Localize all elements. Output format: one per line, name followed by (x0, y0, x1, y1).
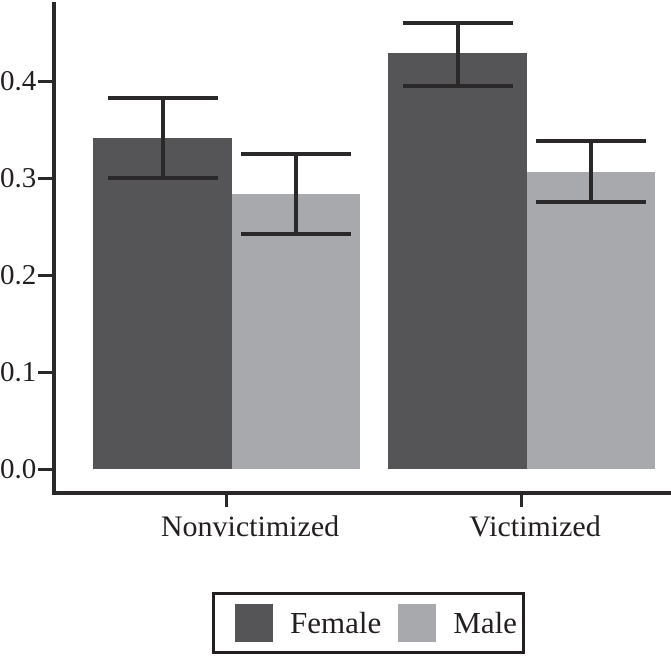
error-bar-line-male-nonvictimized (294, 153, 298, 235)
x-category-label-nonvictimized: Nonvictimized (160, 510, 340, 543)
y-tick-label: 0.3 (0, 162, 37, 194)
error-bar-line-male-victimized (589, 141, 593, 203)
error-bar-cap-bottom-male-nonvictimized (241, 232, 351, 237)
y-tick-label: 0.1 (0, 356, 37, 388)
bar-female-nonvictimized (93, 138, 232, 469)
error-bar-cap-top-female-victimized (402, 20, 513, 25)
bar-female-victimized (388, 52, 527, 469)
legend-label-female: Female (290, 605, 382, 640)
y-tick (38, 79, 52, 83)
y-tick-label: 0.4 (0, 65, 37, 97)
y-tick-label: 0.0 (0, 453, 37, 485)
y-tick (38, 467, 52, 471)
x-axis-line (52, 491, 671, 495)
x-category-label-victimized: Victimized (469, 510, 601, 543)
error-bar-line-female-victimized (455, 22, 460, 86)
error-bar-cap-bottom-female-victimized (402, 83, 513, 88)
y-tick (38, 176, 52, 180)
y-axis-line (52, 2, 56, 493)
legend-swatch-male (398, 604, 437, 642)
y-tick (38, 273, 52, 277)
legend: Female Male (212, 592, 525, 654)
bar-male-nonvictimized (232, 193, 360, 469)
error-bar-line-female-nonvictimized (160, 98, 165, 178)
x-tick (520, 495, 523, 507)
y-tick (38, 370, 52, 374)
error-bar-cap-bottom-female-nonvictimized (107, 176, 218, 180)
bar-male-victimized (527, 172, 655, 469)
legend-label-male: Male (453, 605, 517, 640)
legend-swatch-female (235, 604, 273, 642)
error-bar-cap-top-male-victimized (536, 139, 646, 144)
y-tick-label: 0.2 (0, 259, 37, 291)
error-bar-cap-top-male-nonvictimized (241, 151, 351, 156)
error-bar-cap-bottom-male-victimized (536, 200, 646, 205)
error-bar-cap-top-female-nonvictimized (107, 96, 218, 101)
x-tick (225, 495, 228, 507)
